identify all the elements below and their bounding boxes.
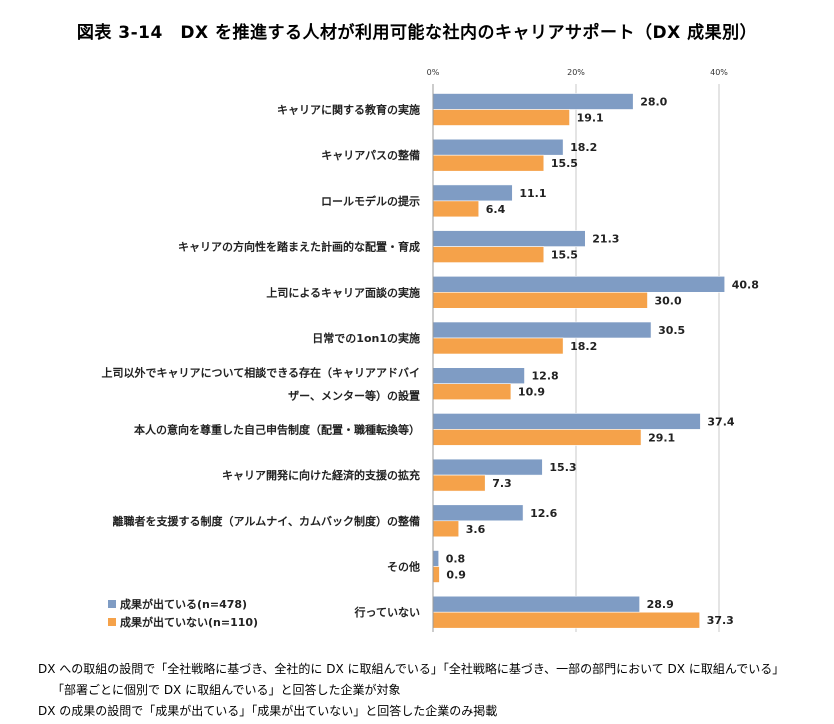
bar-positive-9	[432, 504, 524, 522]
bar-negative-7	[432, 429, 642, 446]
bar-negative-11	[432, 611, 700, 629]
data-label-negative-7: 29.1	[648, 431, 675, 444]
bar-negative-2	[432, 200, 480, 218]
bar-negative-3	[432, 246, 545, 263]
bar-positive-1	[432, 138, 564, 156]
data-label-positive-0: 28.0	[640, 96, 667, 109]
category-label-6-line-0: 上司以外でキャリアについて相談できる存在（キャリアアドバイ	[102, 366, 420, 380]
data-label-negative-10: 0.9	[446, 569, 466, 582]
bar-positive-4	[432, 275, 726, 293]
category-label-5: 日常での1on1の実施	[312, 331, 420, 345]
data-label-positive-10: 0.8	[446, 553, 466, 566]
bar-negative-4	[432, 291, 648, 309]
bar-positive-11	[432, 595, 640, 613]
category-label-9: 離職者を支援する制度（アルムナイ、カムバック制度）の整備	[113, 514, 420, 528]
bar-chart: 0% 20% 40% 28.0 19.1 キャリアに関する教育の実施 18.2 15.5 キャリ…	[102, 68, 759, 632]
category-label-8: キャリア開発に向けた経済的支援の拡充	[222, 468, 420, 482]
data-label-positive-9: 12.6	[530, 507, 557, 520]
data-label-negative-11: 37.3	[707, 614, 734, 627]
data-label-positive-5: 30.5	[658, 324, 685, 337]
legend-label-1: 成果が出ていない(n=110)	[120, 615, 258, 629]
category-label-7: 本人の意向を尊重した自己申告制度（配置・職種転換等）	[134, 422, 420, 436]
bar-negative-6	[432, 383, 512, 401]
data-label-negative-9: 3.6	[466, 523, 486, 536]
data-label-negative-4: 30.0	[655, 294, 682, 307]
x-tick-label-20: 20%	[567, 68, 585, 77]
legend-swatch-1	[108, 618, 116, 626]
data-label-negative-5: 18.2	[570, 340, 597, 353]
bar-positive-3	[432, 230, 586, 247]
category-label-3: キャリアの方向性を踏まえた計画的な配置・育成	[178, 240, 420, 254]
data-label-positive-1: 18.2	[570, 141, 597, 154]
category-label-10: その他	[387, 560, 420, 574]
bar-negative-10	[432, 566, 440, 583]
data-label-positive-6: 12.8	[532, 370, 559, 383]
data-label-positive-11: 28.9	[647, 598, 674, 611]
data-label-negative-1: 15.5	[551, 157, 578, 170]
note-line-1: DX への取組の設問で「全社戦略に基づき、全社的に DX に取組んでいる」「全社…	[38, 662, 785, 676]
category-label-11: 行っていない	[354, 605, 420, 619]
data-label-positive-4: 40.8	[732, 278, 759, 291]
bar-negative-9	[432, 520, 460, 538]
bar-positive-8	[432, 458, 543, 476]
bar-positive-0	[432, 93, 634, 110]
data-label-positive-7: 37.4	[707, 415, 734, 428]
legend-swatch-0	[108, 600, 116, 608]
bar-positive-5	[432, 321, 652, 339]
category-label-4: 上司によるキャリア面談の実施	[266, 285, 420, 299]
category-label-6-line-1: ザー、メンター等）の設置	[288, 389, 420, 403]
category-label-1: キャリアパスの整備	[321, 148, 420, 162]
data-label-positive-8: 15.3	[549, 461, 576, 474]
legend-label-0: 成果が出ている(n=478)	[120, 597, 247, 611]
bar-positive-7	[432, 413, 701, 430]
x-tick-label-0: 0%	[427, 68, 440, 77]
chart-title: 図表 3-14 DX を推進する人材が利用可能な社内のキャリアサポート（DX 成…	[76, 23, 758, 43]
data-label-negative-0: 19.1	[577, 112, 604, 125]
bar-negative-1	[432, 154, 545, 172]
data-label-negative-6: 10.9	[518, 386, 545, 399]
note-line-2: 「部署ごとに個別で DX に取組んでいる」と回答した企業が対象	[52, 683, 401, 697]
data-label-positive-2: 11.1	[519, 187, 546, 200]
bar-positive-2	[432, 184, 513, 202]
data-label-positive-3: 21.3	[592, 233, 619, 246]
note-line-3: DX の成果の設問で「成果が出ている」「成果が出ていない」と回答した企業のみ掲載	[38, 704, 498, 718]
bar-negative-5	[432, 337, 564, 355]
bar-negative-8	[432, 474, 486, 492]
category-label-0: キャリアに関する教育の実施	[277, 103, 420, 117]
data-label-negative-2: 6.4	[486, 203, 506, 216]
data-label-negative-8: 7.3	[492, 477, 512, 490]
data-label-negative-3: 15.5	[551, 249, 578, 262]
bar-positive-10	[432, 550, 440, 567]
bar-positive-6	[432, 367, 525, 385]
bar-negative-0	[432, 109, 570, 126]
category-label-2: ロールモデルの提示	[321, 194, 420, 208]
x-tick-label-40: 40%	[710, 68, 728, 77]
